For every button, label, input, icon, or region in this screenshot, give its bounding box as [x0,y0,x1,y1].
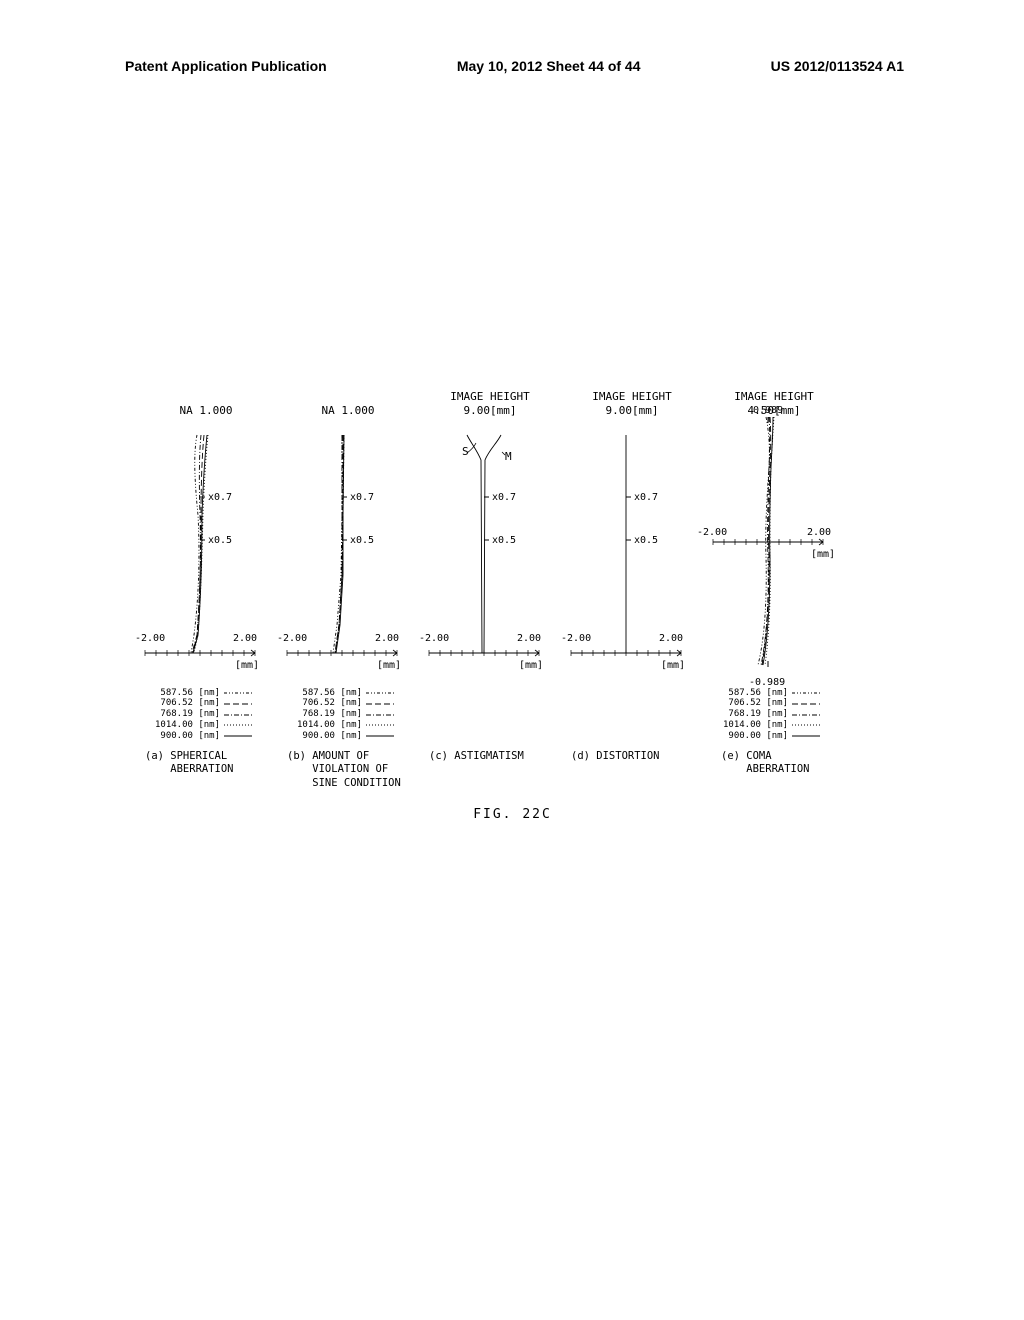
panel-b-xmax: 2.00 [375,633,399,644]
panel-e-ybottom: -0.989 [749,677,785,688]
m-label: M [505,450,512,463]
page-header: Patent Application Publication May 10, 2… [0,58,1024,74]
legends-row: 587.56 [nm] 706.52 [nm] 768.19 [nm]1014.… [135,688,890,742]
legend-entry: 1014.00 [nm] [155,720,277,731]
caption-b: (b) AMOUNT OF VIOLATION OF SINE CONDITIO… [277,750,419,791]
panel-d-unit: [mm] [661,660,685,671]
legend-a: 587.56 [nm] 706.52 [nm] 768.19 [nm]1014.… [135,688,277,742]
panel-c-unit: [mm] [519,660,543,671]
caption-a: (a) SPHERICAL ABERRATION [135,750,277,791]
panels-row: x0.7 x0.5 -2.00 2.00 [mm] x0.7 x0.5 -2.0… [135,425,890,682]
svg-text:x0.5: x0.5 [350,535,374,546]
panel-b: x0.7 x0.5 -2.00 2.00 [mm] [277,425,419,682]
svg-text:x0.7: x0.7 [350,492,374,503]
legend-entry: 587.56 [nm] [723,688,853,699]
panel-a-ymark-0: x0.7 [208,492,232,503]
legend-entry: 587.56 [nm] [297,688,419,699]
legend-entry: 1014.00 [nm] [723,720,853,731]
panel-d-title: IMAGE HEIGHT 9.00[mm] [561,390,703,419]
header-right-text: US 2012/0113524 A1 [771,58,904,74]
panel-e-xmax: 2.00 [807,527,831,538]
legend-entry: 900.00 [nm] [297,731,419,742]
panel-c: x0.7 x0.5 S M -2.00 2.00 [mm] [419,425,561,682]
figure-area: NA 1.000 NA 1.000 IMAGE HEIGHT 9.00[mm] … [135,390,890,822]
panel-b-title: NA 1.000 [277,390,419,419]
header-left-text: Patent Application Publication [125,58,327,74]
panel-a-xmin: -2.00 [135,633,165,644]
panel-a: x0.7 x0.5 -2.00 2.00 [mm] [135,425,277,682]
panel-d-xmin: -2.00 [561,633,591,644]
panel-e-svg [703,407,833,682]
panel-a-title: NA 1.000 [135,390,277,419]
legend-entry: 900.00 [nm] [723,731,853,742]
captions-row: (a) SPHERICAL ABERRATION (b) AMOUNT OF V… [135,750,890,791]
panel-c-xmax: 2.00 [517,633,541,644]
figure-label: FIG. 22C [135,807,890,822]
panel-b-xmin: -2.00 [277,633,307,644]
legend-entry: 706.52 [nm] [297,698,419,709]
caption-c: (c) ASTIGMATISM [419,750,561,791]
legend-entry: 706.52 [nm] [155,698,277,709]
legend-b: 587.56 [nm] 706.52 [nm] 768.19 [nm]1014.… [277,688,419,742]
legend-entry: 706.52 [nm] [723,698,853,709]
panel-e: 0.989 -2.00 2.00 [mm] -0.989 [703,407,853,682]
legend-entry: 900.00 [nm] [155,731,277,742]
panel-d: x0.7 x0.5 -2.00 2.00 [mm] [561,425,703,682]
svg-text:x0.7: x0.7 [492,492,516,503]
panel-b-unit: [mm] [377,660,401,671]
panel-c-xmin: -2.00 [419,633,449,644]
caption-d: (d) DISTORTION [561,750,703,791]
panel-a-xmax: 2.00 [233,633,257,644]
panel-a-ymark-1: x0.5 [208,535,232,546]
panel-e-unit: [mm] [811,549,835,560]
legend-entry: 587.56 [nm] [155,688,277,699]
caption-e: (e) COMA ABERRATION [703,750,853,791]
svg-text:x0.7: x0.7 [634,492,658,503]
header-center-text: May 10, 2012 Sheet 44 of 44 [457,58,641,74]
panel-e-ytop: 0.989 [753,405,783,416]
s-label: S [462,445,469,458]
panel-e-xmin: -2.00 [697,527,727,538]
svg-text:x0.5: x0.5 [492,535,516,546]
legend-entry: 768.19 [nm] [723,709,853,720]
legend-entry: 1014.00 [nm] [297,720,419,731]
legend-entry: 768.19 [nm] [155,709,277,720]
svg-text:x0.5: x0.5 [634,535,658,546]
legend-entry: 768.19 [nm] [297,709,419,720]
legend-e: 587.56 [nm] 706.52 [nm] 768.19 [nm]1014.… [703,688,853,742]
panel-d-xmax: 2.00 [659,633,683,644]
panel-c-title: IMAGE HEIGHT 9.00[mm] [419,390,561,419]
panel-a-unit: [mm] [235,660,259,671]
